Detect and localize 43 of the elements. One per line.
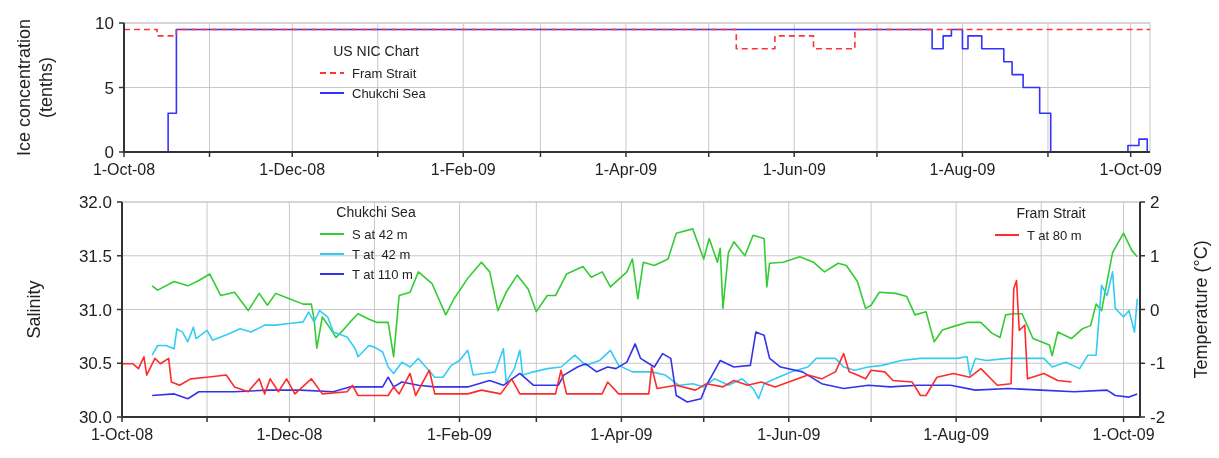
x-tick-label: 1-Jun-09: [762, 161, 826, 178]
annotation: Chukchi Sea: [336, 204, 416, 220]
legend-label: S at 42 m: [352, 227, 408, 242]
y-tick-label: 31.5: [78, 246, 112, 266]
line-series: [151, 331, 1139, 403]
y-tick-label: 10: [95, 14, 114, 33]
x-tick-label: 1-Jun-09: [757, 426, 821, 443]
x-tick-label: 1-Feb-09: [430, 161, 496, 178]
y-tick-label: 0: [104, 143, 114, 162]
annotation: Fram Strait: [1016, 205, 1086, 221]
line-series: [151, 228, 1139, 358]
x-tick-label: 1-Oct-09: [1099, 161, 1162, 178]
x-tick-label: 1-Aug-09: [923, 426, 990, 443]
line-series: [121, 279, 1073, 397]
y-tick-label: 30.0: [78, 408, 112, 427]
x-tick-label: 1-Dec-08: [259, 161, 326, 178]
legend-label: Fram Strait: [352, 66, 417, 81]
y-axis-title: Salinity: [24, 280, 44, 339]
x-tick-label: 1-Feb-09: [427, 426, 493, 443]
y2-tick-label: 2: [1150, 193, 1160, 212]
y2-tick-label: 0: [1150, 300, 1160, 320]
x-tick-label: 1-Oct-09: [1092, 426, 1155, 443]
y2-tick-label: -2: [1150, 408, 1166, 427]
legend-label: T at 42 m: [352, 247, 411, 262]
x-tick-label: 1-Aug-09: [929, 161, 996, 178]
line-series: [151, 271, 1139, 400]
x-tick-label: 1-Apr-09: [594, 161, 658, 178]
y2-tick-label: 1: [1150, 246, 1160, 266]
y-axis-title: Ice concentration (tenths): [14, 18, 56, 157]
x-tick-label: 1-Oct-08: [90, 426, 154, 443]
x-tick-label: 1-Oct-08: [92, 161, 156, 178]
y-tick-label: 32.0: [78, 193, 112, 212]
legend-title: US NIC Chart: [333, 43, 419, 59]
y-tick-label: 5: [104, 78, 114, 98]
y-tick-label: 30.5: [78, 354, 112, 374]
legend-label: T at 110 m: [352, 267, 413, 282]
y2-tick-label: -1: [1150, 354, 1166, 374]
y2-axis-title: Temperature (°C): [1191, 240, 1211, 379]
legend-label: Chukchi Sea: [352, 86, 427, 101]
x-tick-label: 1-Dec-08: [256, 426, 323, 443]
y-tick-label: 31.0: [78, 300, 112, 320]
x-tick-label: 1-Apr-09: [590, 426, 653, 443]
legend-label: T at 80 m: [1027, 228, 1082, 243]
